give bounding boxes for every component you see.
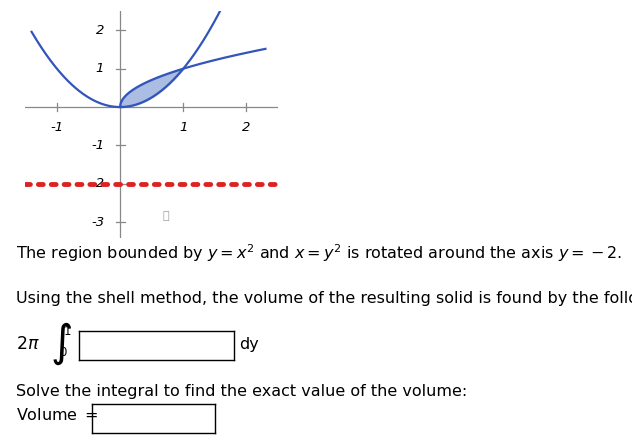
Text: dy: dy [239, 337, 258, 352]
Text: The region bounded by $y = x^2$ and $x = y^2$ is rotated around the axis $y =  -: The region bounded by $y = x^2$ and $x =… [16, 242, 622, 264]
Text: $1$: $1$ [63, 325, 71, 338]
Text: -2: -2 [91, 177, 104, 190]
Text: Solve the integral to find the exact value of the volume:: Solve the integral to find the exact val… [16, 384, 467, 399]
Text: $\int$: $\int$ [50, 321, 72, 367]
Text: -1: -1 [91, 139, 104, 152]
Text: 🔍: 🔍 [162, 211, 169, 222]
Text: $0$: $0$ [59, 346, 68, 359]
Text: 1: 1 [179, 121, 188, 135]
Text: Volume $=$: Volume $=$ [16, 407, 99, 423]
Text: $2\pi$: $2\pi$ [16, 335, 40, 353]
Text: 2: 2 [242, 121, 251, 135]
Text: 1: 1 [96, 62, 104, 75]
Text: 2: 2 [96, 24, 104, 37]
Text: Using the shell method, the volume of the resulting solid is found by the follow: Using the shell method, the volume of th… [16, 291, 632, 306]
Text: -3: -3 [91, 216, 104, 229]
Text: -1: -1 [51, 121, 63, 135]
